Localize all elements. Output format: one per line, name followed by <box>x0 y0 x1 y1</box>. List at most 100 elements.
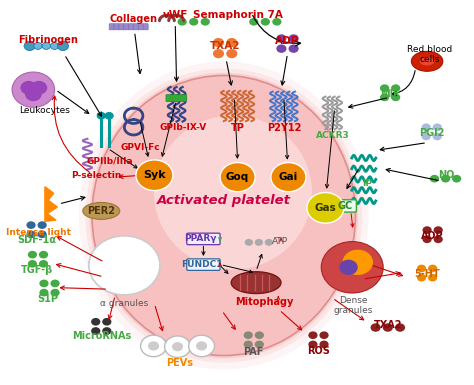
Ellipse shape <box>83 203 120 219</box>
Text: Goq: Goq <box>226 172 249 182</box>
Text: GPIIb/IIIa: GPIIb/IIIa <box>86 156 133 165</box>
FancyBboxPatch shape <box>119 24 124 30</box>
Text: GPIb-IX-V: GPIb-IX-V <box>159 124 207 132</box>
Text: ADP: ADP <box>421 231 444 241</box>
Text: ADP: ADP <box>275 36 300 46</box>
Circle shape <box>276 44 286 53</box>
Circle shape <box>422 236 432 243</box>
Circle shape <box>102 318 111 326</box>
Text: Collagen: Collagen <box>109 14 158 24</box>
Circle shape <box>30 81 47 95</box>
Circle shape <box>220 162 255 192</box>
Text: 5-HT: 5-HT <box>414 269 440 279</box>
Text: PER2: PER2 <box>87 206 115 216</box>
Circle shape <box>37 221 47 229</box>
Circle shape <box>433 133 442 140</box>
Circle shape <box>213 49 224 58</box>
FancyBboxPatch shape <box>109 24 114 30</box>
Circle shape <box>245 239 253 246</box>
FancyBboxPatch shape <box>187 233 220 245</box>
Circle shape <box>39 260 48 268</box>
Circle shape <box>132 266 143 276</box>
Circle shape <box>307 192 344 223</box>
Ellipse shape <box>90 73 358 358</box>
Circle shape <box>264 239 273 246</box>
Circle shape <box>102 327 111 335</box>
Circle shape <box>421 133 431 140</box>
Circle shape <box>276 34 286 43</box>
Text: Dense
granules: Dense granules <box>333 296 373 315</box>
Ellipse shape <box>231 272 281 294</box>
Text: MIF: MIF <box>380 89 400 99</box>
FancyBboxPatch shape <box>138 24 143 30</box>
Circle shape <box>383 323 393 332</box>
Circle shape <box>12 72 55 107</box>
Circle shape <box>255 341 264 348</box>
Circle shape <box>417 264 426 272</box>
Text: TP: TP <box>231 123 245 133</box>
Text: vWF: vWF <box>163 10 188 20</box>
Text: GPVI-Fc: GPVI-Fc <box>121 142 160 152</box>
Circle shape <box>249 18 258 26</box>
Circle shape <box>50 42 59 49</box>
Circle shape <box>28 251 37 258</box>
Ellipse shape <box>419 57 435 65</box>
Circle shape <box>189 18 198 26</box>
Circle shape <box>37 231 47 238</box>
Circle shape <box>118 254 129 264</box>
FancyBboxPatch shape <box>333 200 356 212</box>
Circle shape <box>213 38 224 47</box>
Text: TXA2: TXA2 <box>374 320 402 330</box>
Circle shape <box>104 254 116 264</box>
Circle shape <box>371 323 381 332</box>
FancyBboxPatch shape <box>114 24 119 30</box>
Text: GC: GC <box>337 201 353 211</box>
Circle shape <box>104 112 114 120</box>
Text: IP: IP <box>362 179 372 188</box>
Circle shape <box>178 18 187 26</box>
Circle shape <box>430 175 439 182</box>
Text: Activated platelet: Activated platelet <box>157 194 291 207</box>
Text: Mitophagy: Mitophagy <box>235 297 293 307</box>
Ellipse shape <box>79 62 369 370</box>
Circle shape <box>244 341 253 348</box>
Text: Intense light: Intense light <box>6 228 72 237</box>
Ellipse shape <box>85 69 362 363</box>
Circle shape <box>226 38 237 47</box>
Text: Gai: Gai <box>279 172 298 182</box>
Circle shape <box>391 94 400 101</box>
Circle shape <box>89 236 160 295</box>
Circle shape <box>97 112 106 120</box>
Circle shape <box>196 341 207 351</box>
Ellipse shape <box>92 75 356 355</box>
Text: MicroRNAs: MicroRNAs <box>72 331 131 341</box>
Circle shape <box>57 41 68 50</box>
Text: Gas: Gas <box>315 203 336 213</box>
Circle shape <box>141 335 166 357</box>
Text: PGI2: PGI2 <box>419 128 445 138</box>
Circle shape <box>421 124 431 131</box>
Circle shape <box>289 44 299 53</box>
Circle shape <box>434 226 443 234</box>
FancyBboxPatch shape <box>187 259 220 270</box>
Circle shape <box>319 341 328 348</box>
Circle shape <box>428 264 437 272</box>
Text: Syk: Syk <box>143 170 166 180</box>
Circle shape <box>164 336 191 357</box>
Circle shape <box>39 289 49 296</box>
Circle shape <box>395 323 405 332</box>
Circle shape <box>319 331 328 339</box>
Circle shape <box>27 231 36 238</box>
Circle shape <box>27 221 36 229</box>
Circle shape <box>261 18 270 26</box>
Circle shape <box>343 249 373 275</box>
Text: Leukocytes: Leukocytes <box>19 106 70 115</box>
Circle shape <box>308 341 318 348</box>
Circle shape <box>28 260 37 268</box>
Text: PPARγ: PPARγ <box>184 234 217 243</box>
Circle shape <box>417 274 426 281</box>
Circle shape <box>50 289 60 296</box>
Text: TGF-β: TGF-β <box>20 265 53 275</box>
Circle shape <box>172 342 183 352</box>
Circle shape <box>39 280 49 287</box>
